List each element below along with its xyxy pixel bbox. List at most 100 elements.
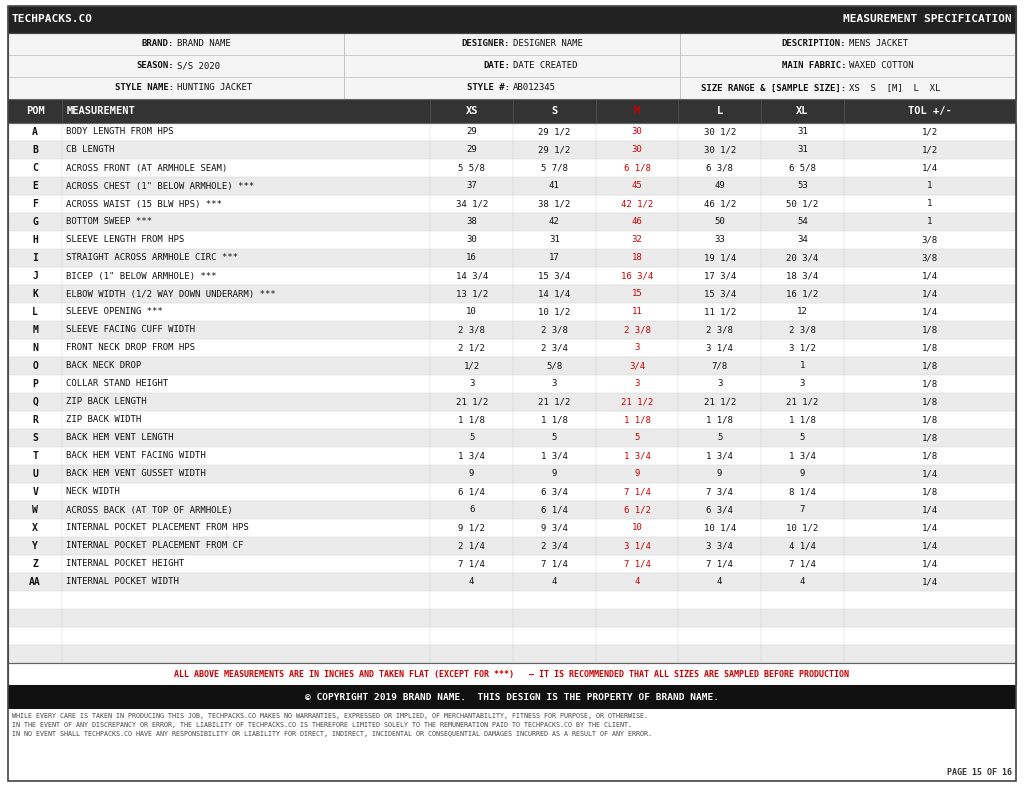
Text: AB012345: AB012345 xyxy=(513,83,556,93)
Text: 11 1/2: 11 1/2 xyxy=(703,308,736,316)
Text: 42: 42 xyxy=(549,217,560,227)
Text: 2 3/8: 2 3/8 xyxy=(624,326,650,334)
Text: 2 3/4: 2 3/4 xyxy=(541,541,567,550)
Text: XL: XL xyxy=(796,106,809,116)
Bar xyxy=(8,213,1016,231)
Text: 6 3/4: 6 3/4 xyxy=(707,505,733,515)
Text: 17 3/4: 17 3/4 xyxy=(703,272,736,280)
Text: 9: 9 xyxy=(552,470,557,478)
Text: 4: 4 xyxy=(552,578,557,586)
Text: 21 1/2: 21 1/2 xyxy=(703,397,736,407)
Text: G: G xyxy=(33,217,38,227)
Text: 30 1/2: 30 1/2 xyxy=(703,146,736,154)
Text: 49: 49 xyxy=(715,182,725,190)
Text: 1/8: 1/8 xyxy=(922,487,938,497)
Text: 1 1/8: 1 1/8 xyxy=(624,416,650,424)
Text: 1/4: 1/4 xyxy=(922,541,938,550)
Text: 5: 5 xyxy=(800,434,805,442)
Text: 4: 4 xyxy=(469,578,474,586)
Bar xyxy=(8,537,1016,555)
Text: 1 1/8: 1 1/8 xyxy=(707,416,733,424)
Text: 1: 1 xyxy=(927,182,933,190)
Text: 2 3/8: 2 3/8 xyxy=(541,326,567,334)
Text: 1 1/8: 1 1/8 xyxy=(459,416,485,424)
Text: POM: POM xyxy=(26,106,45,116)
Text: 31: 31 xyxy=(797,127,808,136)
Text: 19 1/4: 19 1/4 xyxy=(703,253,736,263)
Text: M: M xyxy=(33,325,38,335)
Text: 37: 37 xyxy=(466,182,477,190)
Text: 5: 5 xyxy=(552,434,557,442)
Text: SIZE RANGE & [SAMPLE SIZE]:: SIZE RANGE & [SAMPLE SIZE]: xyxy=(700,83,846,93)
Text: 4: 4 xyxy=(717,578,722,586)
Text: BOTTOM SWEEP ***: BOTTOM SWEEP *** xyxy=(67,217,153,227)
Text: 31: 31 xyxy=(549,235,560,245)
Text: 21 1/2: 21 1/2 xyxy=(539,397,570,407)
Text: DESIGNER NAME: DESIGNER NAME xyxy=(513,39,583,49)
Text: ZIP BACK LENGTH: ZIP BACK LENGTH xyxy=(67,397,147,407)
Text: 54: 54 xyxy=(797,217,808,227)
Text: Y: Y xyxy=(33,541,38,551)
Text: V: V xyxy=(33,487,38,497)
Text: 15: 15 xyxy=(632,290,642,298)
Bar xyxy=(8,627,1016,645)
Text: 4: 4 xyxy=(800,578,805,586)
Text: B: B xyxy=(33,145,38,155)
Text: 1: 1 xyxy=(927,199,933,209)
Bar xyxy=(8,6,1016,33)
Text: 6 1/4: 6 1/4 xyxy=(541,505,567,515)
Bar xyxy=(8,321,1016,339)
Bar xyxy=(8,303,1016,321)
Text: 1/8: 1/8 xyxy=(922,343,938,353)
Text: 29: 29 xyxy=(466,127,477,136)
Text: INTERNAL POCKET PLACEMENT FROM CF: INTERNAL POCKET PLACEMENT FROM CF xyxy=(67,541,244,550)
Text: 10: 10 xyxy=(632,523,642,533)
Text: 21 1/2: 21 1/2 xyxy=(786,397,818,407)
Text: 6 1/8: 6 1/8 xyxy=(624,164,650,172)
Bar xyxy=(8,411,1016,429)
Text: 9: 9 xyxy=(634,470,640,478)
Text: DATE CREATED: DATE CREATED xyxy=(513,61,578,71)
Text: 4 1/4: 4 1/4 xyxy=(788,541,816,550)
Text: 1/4: 1/4 xyxy=(922,578,938,586)
Text: 1/8: 1/8 xyxy=(922,326,938,334)
Text: 9: 9 xyxy=(469,470,474,478)
Text: STYLE #:: STYLE #: xyxy=(467,83,510,93)
Text: 1/8: 1/8 xyxy=(922,416,938,424)
Text: 3 1/2: 3 1/2 xyxy=(788,343,816,353)
Text: SLEEVE LENGTH FROM HPS: SLEEVE LENGTH FROM HPS xyxy=(67,235,184,245)
Text: C: C xyxy=(33,163,38,173)
Text: 5: 5 xyxy=(469,434,474,442)
Text: 7 1/4: 7 1/4 xyxy=(624,487,650,497)
Text: 45: 45 xyxy=(632,182,642,190)
Text: 1/4: 1/4 xyxy=(922,560,938,568)
Text: 7/8: 7/8 xyxy=(712,361,728,371)
Text: ELBOW WIDTH (1/2 WAY DOWN UNDERARM) ***: ELBOW WIDTH (1/2 WAY DOWN UNDERARM) *** xyxy=(67,290,276,298)
Text: 4: 4 xyxy=(634,578,640,586)
Bar xyxy=(8,123,1016,141)
Text: 7 1/4: 7 1/4 xyxy=(624,560,650,568)
Text: 16 3/4: 16 3/4 xyxy=(621,272,653,280)
Text: 32: 32 xyxy=(632,235,642,245)
Bar xyxy=(8,177,1016,195)
Bar xyxy=(8,249,1016,267)
Text: 5: 5 xyxy=(717,434,722,442)
Text: 31: 31 xyxy=(797,146,808,154)
Text: 2 3/8: 2 3/8 xyxy=(788,326,816,334)
Text: 1 3/4: 1 3/4 xyxy=(541,452,567,460)
Text: ZIP BACK WIDTH: ZIP BACK WIDTH xyxy=(67,416,141,424)
Text: 5 7/8: 5 7/8 xyxy=(541,164,567,172)
Text: 9 1/2: 9 1/2 xyxy=(459,523,485,533)
Text: 1/2: 1/2 xyxy=(922,127,938,136)
Text: 1/2: 1/2 xyxy=(464,361,479,371)
Text: U: U xyxy=(33,469,38,479)
Text: BACK HEM VENT LENGTH: BACK HEM VENT LENGTH xyxy=(67,434,174,442)
Bar xyxy=(8,123,1016,663)
Text: 18 3/4: 18 3/4 xyxy=(786,272,818,280)
Text: 7: 7 xyxy=(800,505,805,515)
Text: PAGE 15 OF 16: PAGE 15 OF 16 xyxy=(947,768,1012,777)
Text: 10 1/4: 10 1/4 xyxy=(703,523,736,533)
Text: 6 5/8: 6 5/8 xyxy=(788,164,816,172)
Text: 17: 17 xyxy=(549,253,560,263)
Text: R: R xyxy=(33,415,38,425)
